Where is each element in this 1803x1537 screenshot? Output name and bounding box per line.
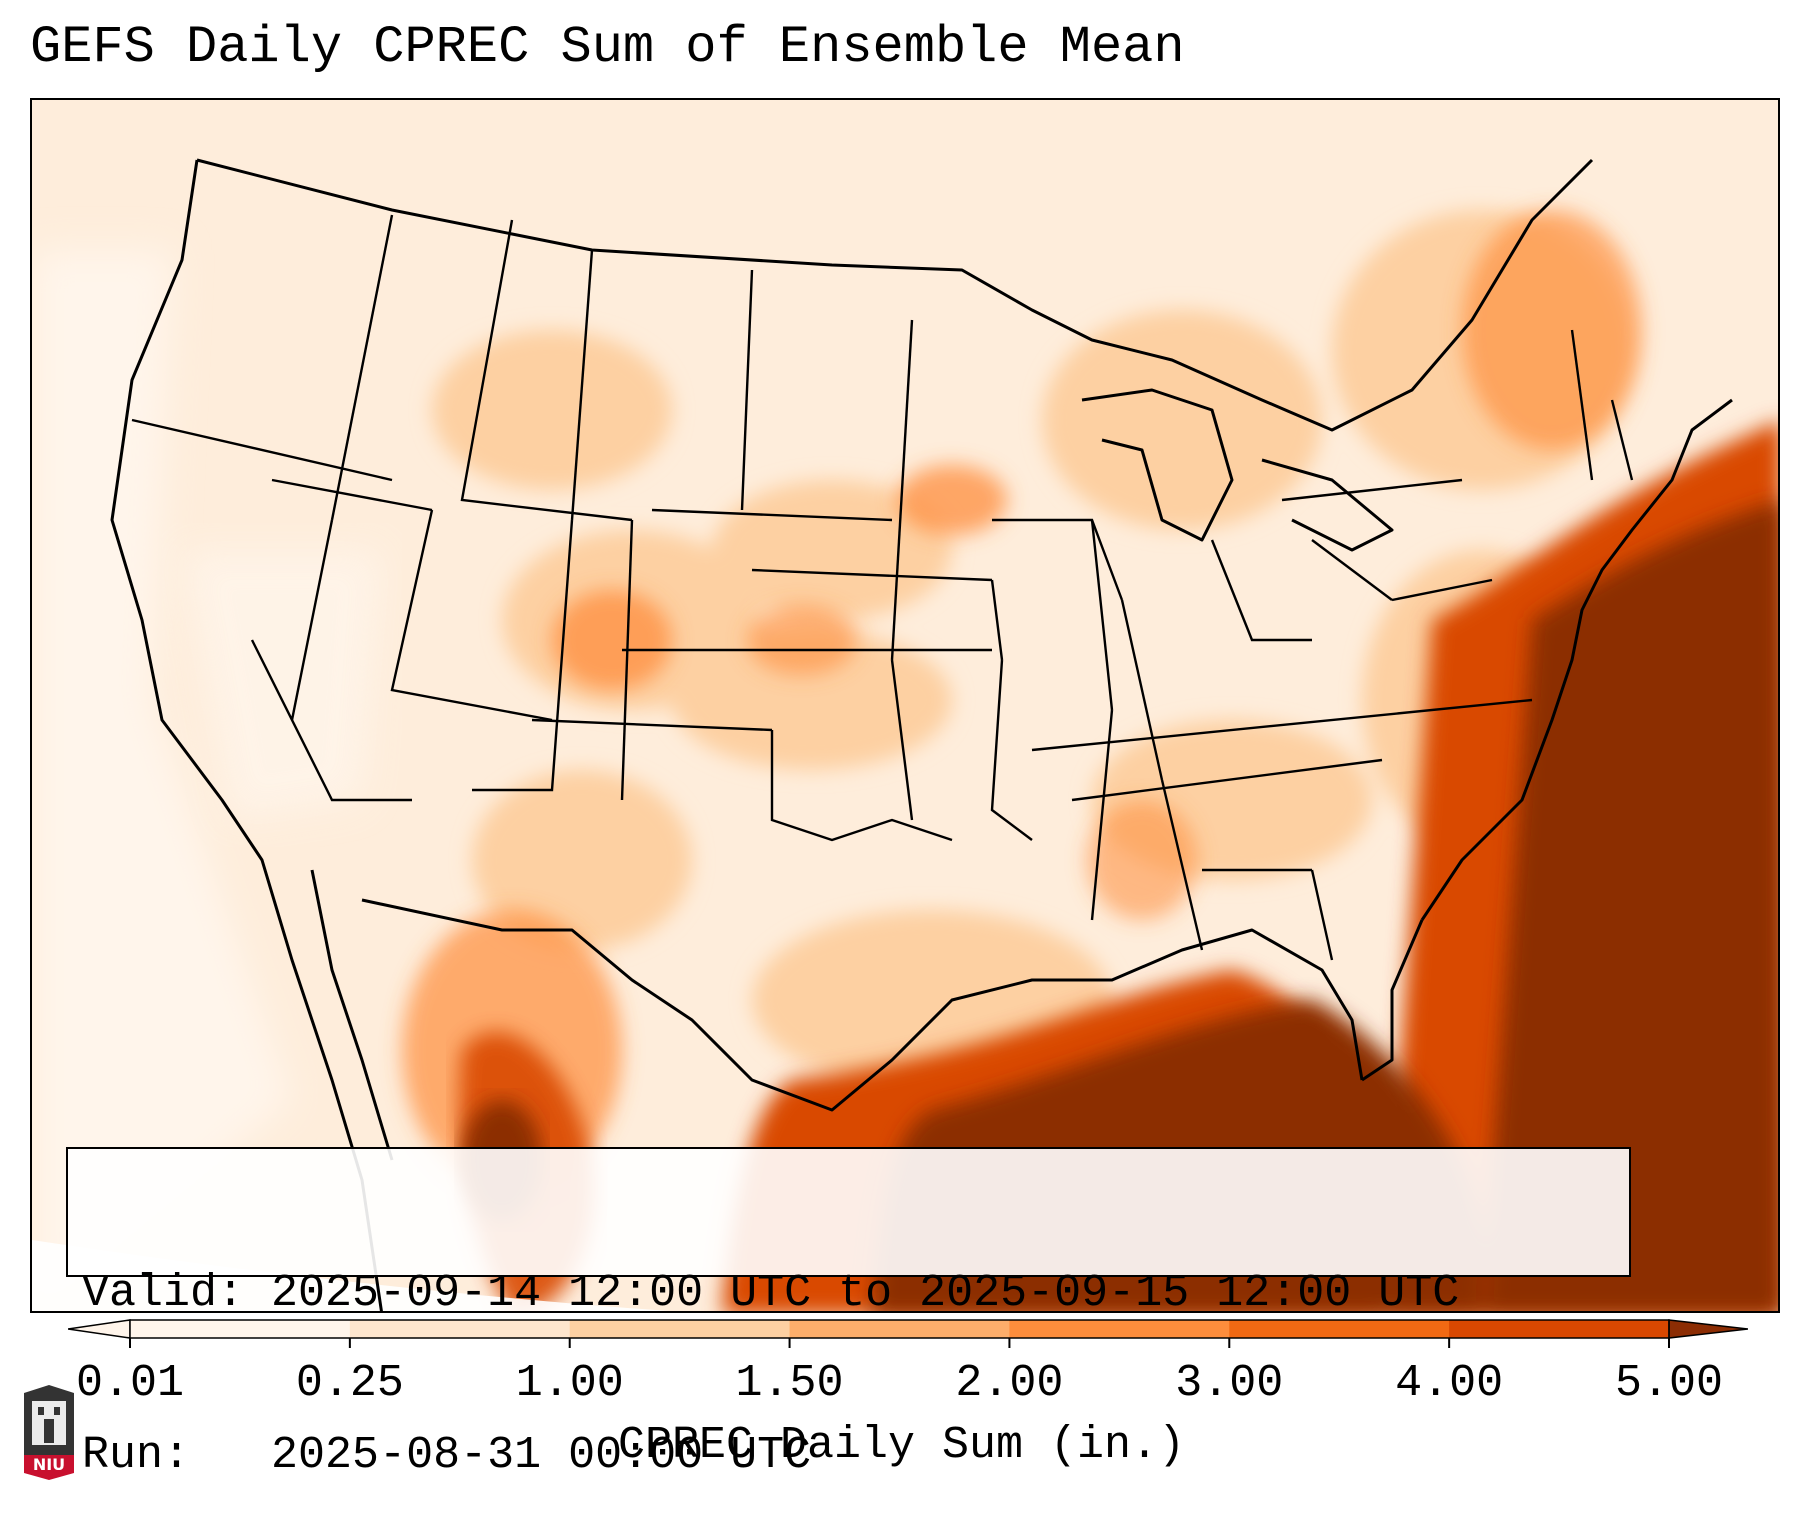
coastlines [110, 158, 1733, 1311]
colorbar-extend-low [68, 1319, 131, 1339]
valid-text: 2025-09-14 12:00 UTC to 2025-09-15 12:00… [271, 1268, 1460, 1319]
colorbar-tick-label: 0.25 [295, 1358, 404, 1409]
map-title: GEFS Daily CPREC Sum of Ensemble Mean [30, 18, 1185, 77]
colorbar-segment [1009, 1320, 1230, 1338]
field-extreme [872, 501, 1778, 1311]
colorbar-tick-label: 1.50 [735, 1358, 844, 1409]
state-borders [131, 214, 1634, 961]
colorbar-tick-label: 3.00 [1175, 1358, 1284, 1409]
field-pacific-light [32, 250, 292, 1311]
colorbar-segment [130, 1320, 351, 1338]
precipitation-map [30, 98, 1780, 1313]
colorbar-extend-high [1668, 1319, 1748, 1339]
colorbar-ticks [129, 1338, 1670, 1348]
colorbar-segment [349, 1320, 571, 1338]
niu-logo: NIU [20, 1385, 78, 1480]
colorbar [68, 1319, 1748, 1348]
logo-text: NIU [32, 1455, 66, 1474]
colorbar-tick-label: 1.00 [515, 1358, 624, 1409]
colorbar-segments [68, 1319, 1748, 1339]
field-california-light [182, 550, 382, 820]
run-label: Run: [82, 1430, 191, 1481]
valid-label: Valid: [82, 1268, 245, 1319]
colorbar-segment [1229, 1320, 1450, 1338]
colorbar-segment [789, 1320, 1010, 1338]
map-canvas [32, 100, 1778, 1311]
valid-line: Valid: 2025-09-14 12:00 UTC to 2025-09-1… [82, 1267, 1615, 1321]
logo-banner [24, 1455, 74, 1480]
colorbar-tick-label: 5.00 [1614, 1358, 1724, 1409]
run-info-box: Valid: 2025-09-14 12:00 UTC to 2025-09-1… [66, 1147, 1631, 1481]
colorbar-tick-label: 4.00 [1395, 1358, 1504, 1409]
run-line: Run: 2025-08-31 00:00 UTC [82, 1429, 1615, 1483]
globe-edge [32, 1240, 669, 1311]
colorbar-label: CPREC Daily Sum (in.) [617, 1420, 1186, 1471]
run-text: 2025-08-31 00:00 UTC [271, 1430, 812, 1481]
colorbar-tick-label: 0.01 [75, 1358, 185, 1409]
colorbar-segment [1449, 1320, 1670, 1338]
colorbar-border [129, 1319, 1670, 1339]
colorbar-tick-label: 2.00 [955, 1358, 1064, 1409]
colorbar-segment [569, 1320, 791, 1338]
